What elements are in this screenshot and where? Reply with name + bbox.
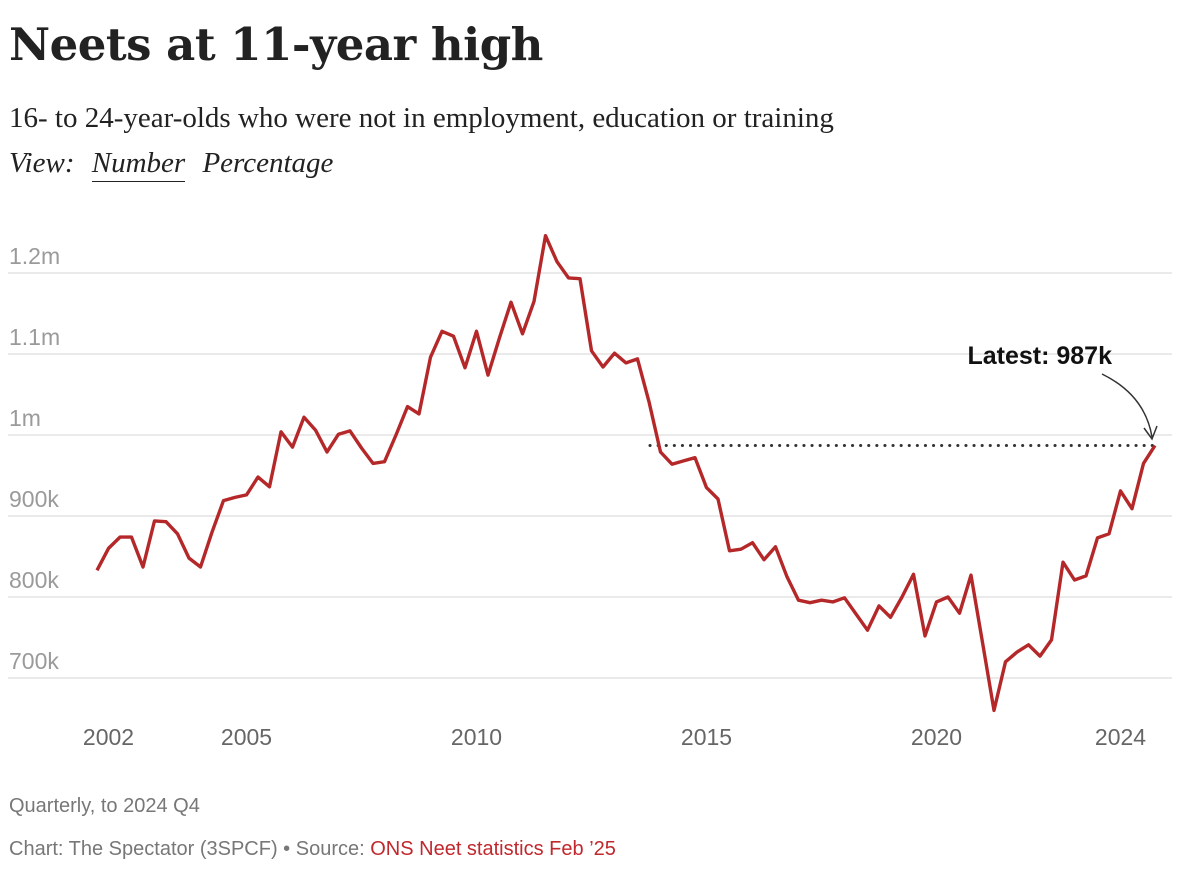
credit-line: Chart: The Spectator (3SPCF) • Source: O… — [9, 838, 616, 861]
view-toggle: View: Number Percentage — [9, 147, 343, 182]
x-tick-label: 2024 — [1095, 724, 1146, 750]
y-tick-label: 1m — [9, 405, 41, 431]
x-tick-label: 2002 — [83, 724, 134, 750]
chart-subtitle: 16- to 24-year-olds who were not in empl… — [9, 102, 834, 134]
x-tick-label: 2015 — [681, 724, 732, 750]
source-link[interactable]: ONS Neet statistics Feb ’25 — [370, 838, 616, 860]
y-tick-label: 800k — [9, 567, 59, 593]
series-line — [95, 234, 1157, 713]
tab-percentage[interactable]: Percentage — [202, 147, 334, 179]
x-tick-label: 2010 — [451, 724, 502, 750]
x-tick-label: 2005 — [221, 724, 272, 750]
annotation-arrowhead — [1143, 425, 1158, 441]
frequency-note: Quarterly, to 2024 Q4 — [9, 795, 200, 817]
annotation-arrow — [1101, 373, 1153, 438]
tab-number[interactable]: Number — [91, 147, 186, 182]
credit-text: Chart: The Spectator (3SPCF) • Source: — [9, 838, 371, 860]
view-label: View: — [9, 147, 75, 179]
y-tick-label: 1.2m — [9, 243, 60, 269]
chart-title: Neets at 11-year high — [9, 18, 543, 71]
y-tick-label: 900k — [9, 486, 59, 512]
x-tick-label: 2020 — [911, 724, 962, 750]
y-tick-label: 1.1m — [9, 324, 60, 350]
latest-annotation: Latest: 987k — [967, 342, 1112, 370]
y-tick-label: 700k — [9, 648, 59, 674]
